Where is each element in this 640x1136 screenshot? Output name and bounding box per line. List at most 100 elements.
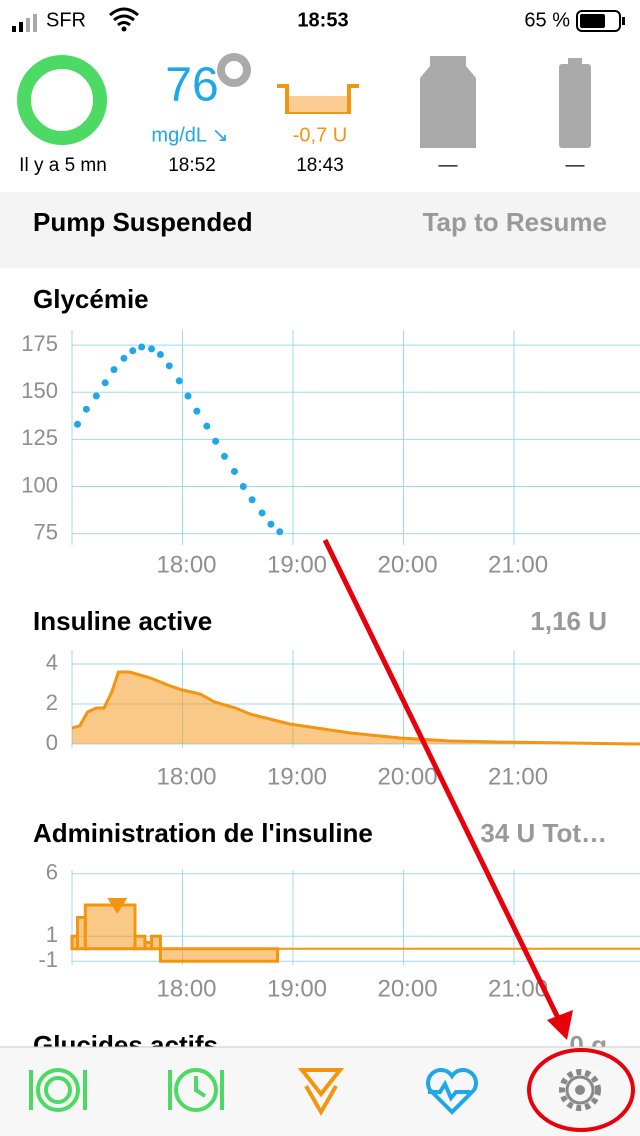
x-tick-label: 21:00 <box>488 763 548 790</box>
y-tick-label: 4 <box>46 650 58 675</box>
chart-title: Administration de l'insuline <box>33 818 373 848</box>
battery-icon <box>576 10 621 32</box>
signal-bar <box>33 14 37 32</box>
glucose-point <box>138 343 146 351</box>
glucose-point <box>110 366 118 374</box>
glucose-value[interactable]: 76 <box>165 59 218 112</box>
basal-bar <box>83 903 137 951</box>
chart: 18:00 19:00 20:00 21:00-116 <box>38 860 640 1002</box>
glucose-point <box>82 405 90 413</box>
x-tick-label: 19:00 <box>267 551 327 578</box>
basal-bar <box>150 934 162 951</box>
wifi-icon <box>109 7 139 27</box>
y-tick-label: 150 <box>21 378 58 403</box>
y-tick-label: -1 <box>38 947 58 972</box>
glucose-point <box>267 520 275 528</box>
bolus-icon <box>304 1085 338 1117</box>
glucose-point <box>230 467 238 475</box>
area-line <box>71 670 640 746</box>
x-tick-label: 19:00 <box>267 763 327 790</box>
reservoir-icon <box>420 56 476 148</box>
banner[interactable] <box>0 192 640 268</box>
x-tick-label: 20:00 <box>377 975 437 1002</box>
glucose-point <box>92 392 100 400</box>
bolus-tab[interactable] <box>297 1068 345 1117</box>
settings-tab[interactable] <box>559 1069 601 1111</box>
clock-plate-icon <box>174 1068 218 1112</box>
status-bar: SFR 18:53 65 % <box>12 7 625 32</box>
signal-bar <box>19 22 23 32</box>
y-tick-label: 2 <box>46 690 58 715</box>
chart-value: 1,16 U <box>530 606 607 636</box>
glucose-point <box>74 420 82 428</box>
glucose-point <box>156 351 164 359</box>
glucose-point <box>276 528 284 536</box>
y-tick-label: 0 <box>46 730 58 755</box>
x-tick-label: 20:00 <box>377 551 437 578</box>
chart-title: Glycémie <box>33 284 149 314</box>
basal-icon-fill <box>289 96 347 112</box>
tab-bar <box>0 1046 640 1136</box>
y-tick-label: 75 <box>34 519 58 544</box>
pump-battery-icon <box>559 64 591 148</box>
glucose-point <box>193 407 201 415</box>
basal-time: 18:43 <box>296 155 344 176</box>
annotation-circle <box>527 1048 635 1132</box>
x-tick-label: 20:00 <box>377 763 437 790</box>
chart-value: 34 U Tot… <box>480 818 607 848</box>
glucose-point <box>248 496 256 504</box>
y-tick-label: 1 <box>46 922 58 947</box>
glucose-point <box>258 509 266 517</box>
carbs-tab[interactable] <box>29 1068 87 1112</box>
health-tab[interactable] <box>426 1068 478 1115</box>
glucose-time: 18:52 <box>168 155 216 176</box>
x-tick-label: 18:00 <box>156 763 216 790</box>
y-tick-label: 125 <box>21 425 58 450</box>
x-tick-label: 18:00 <box>156 975 216 1002</box>
y-tick-label: 6 <box>46 860 58 885</box>
area-fill <box>72 672 640 744</box>
chart-title: Insuline active <box>33 606 212 636</box>
glucose-unit: mg/dL ↘ <box>151 124 228 146</box>
bolus-wizard-tab[interactable] <box>168 1068 224 1112</box>
gear-icon <box>565 1075 595 1105</box>
cloud-icon <box>225 61 243 79</box>
x-tick-label: 19:00 <box>267 975 327 1002</box>
glucose-point <box>184 392 192 400</box>
pump-status: Pump Suspended <box>33 207 253 237</box>
chart: 18:00 19:00 20:00 21:00 0 2 4 <box>46 650 640 790</box>
clock: 18:53 <box>297 9 348 31</box>
y-tick-label: 100 <box>21 472 58 497</box>
glucose-point <box>148 345 156 353</box>
glucose-point <box>129 347 137 355</box>
reservoir-value: — <box>439 155 458 176</box>
glucose-point <box>120 354 128 362</box>
hud[interactable]: Il y a 5 mn 76 mg/dL ↘ 18:52 -0,7 U 18:4… <box>17 53 591 176</box>
plate-icon <box>36 1068 80 1112</box>
glucose-point <box>239 483 247 491</box>
signal-bar <box>12 26 16 32</box>
resume-button[interactable]: Tap to Resume <box>423 207 607 237</box>
chart: 18:00 19:00 20:00 21:00 75 100 125 150 175 <box>21 330 640 578</box>
glucose-point <box>165 362 173 370</box>
glucose-point <box>212 437 220 445</box>
glucose-point <box>203 422 211 430</box>
battery-level: 65 % <box>524 9 570 31</box>
loop-status: Il y a 5 mn <box>19 155 107 176</box>
wifi-icon <box>121 26 127 32</box>
glucose-point <box>220 452 228 460</box>
annotation-arrow <box>322 538 563 1024</box>
basal-value: -0,7 U <box>293 124 347 146</box>
signal-bar <box>26 18 30 32</box>
carrier: SFR <box>46 9 86 31</box>
battery-fill <box>580 14 605 28</box>
glucose-point <box>101 379 109 387</box>
clock-hands <box>194 1076 207 1098</box>
x-tick-label: 21:00 <box>488 551 548 578</box>
pump-battery-tip <box>568 58 582 66</box>
x-tick-label: 18:00 <box>156 551 216 578</box>
gear-teeth <box>559 1069 601 1111</box>
charts: Glycémie 18:00 19:00 20:00 21:00 75 100 125 150 1… <box>21 284 640 1002</box>
loop-ring[interactable] <box>17 55 107 145</box>
glucose-point <box>175 377 183 385</box>
